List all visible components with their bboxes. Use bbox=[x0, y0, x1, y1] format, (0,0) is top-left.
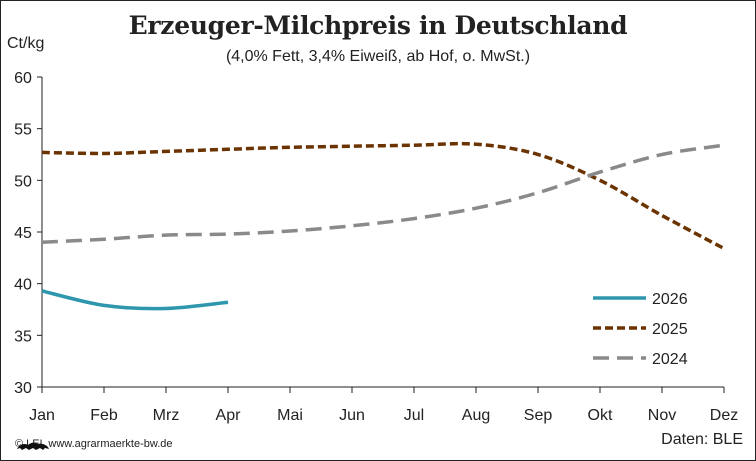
x-tick-label: Jun bbox=[339, 407, 365, 424]
x-tick-label: Jan bbox=[29, 407, 55, 424]
credit-text: © LEL www.agrarmaerkte-bw.de bbox=[15, 438, 173, 450]
y-tick-label: 60 bbox=[14, 70, 32, 87]
chart-subtitle: (4,0% Fett, 3,4% Eiweiß, ab Hof, o. MwSt… bbox=[225, 48, 531, 65]
footer-credit: © LEL www.agrarmaerkte-bw.de bbox=[15, 438, 173, 450]
legend-label-2025: 2025 bbox=[652, 321, 688, 338]
x-tick-label: Mai bbox=[277, 407, 303, 424]
y-tick-label: 55 bbox=[14, 122, 32, 139]
chart-title: Erzeuger-Milchpreis in Deutschland bbox=[128, 11, 628, 40]
series-group bbox=[41, 141, 725, 311]
series-line-2026 bbox=[41, 289, 229, 311]
x-tick-label: Apr bbox=[216, 407, 242, 424]
axes-group: 30 35 40 45 50 55 60 Jan Feb Mrz Apr Mai Jun Jul Aug Se… bbox=[14, 70, 738, 424]
y-tick-label: 40 bbox=[14, 277, 32, 294]
legend-label-2024: 2024 bbox=[652, 351, 688, 368]
legend: 2026 2025 2024 bbox=[593, 291, 688, 368]
y-tick-label: 35 bbox=[14, 328, 32, 345]
series-line-2024 bbox=[41, 143, 725, 245]
x-tick-label: Nov bbox=[648, 407, 676, 424]
x-tick-label: Dez bbox=[710, 407, 738, 424]
x-tick-label: Jul bbox=[404, 407, 424, 424]
series-line-2025 bbox=[41, 141, 725, 251]
x-tick-label: Sep bbox=[524, 407, 553, 424]
x-tick-label: Mrz bbox=[153, 407, 180, 424]
y-axis-unit-label: Ct/kg bbox=[7, 35, 45, 52]
x-tick-label: Okt bbox=[588, 407, 613, 424]
x-tick-label: Feb bbox=[90, 407, 118, 424]
y-tick-label: 50 bbox=[14, 173, 32, 190]
x-tick-label: Aug bbox=[462, 407, 490, 424]
y-tick-label: 45 bbox=[14, 225, 32, 242]
data-source: Daten: BLE bbox=[661, 431, 743, 448]
y-tick-label: 30 bbox=[14, 380, 32, 397]
state-lion-logo-icon bbox=[17, 442, 49, 450]
legend-label-2026: 2026 bbox=[652, 291, 688, 308]
